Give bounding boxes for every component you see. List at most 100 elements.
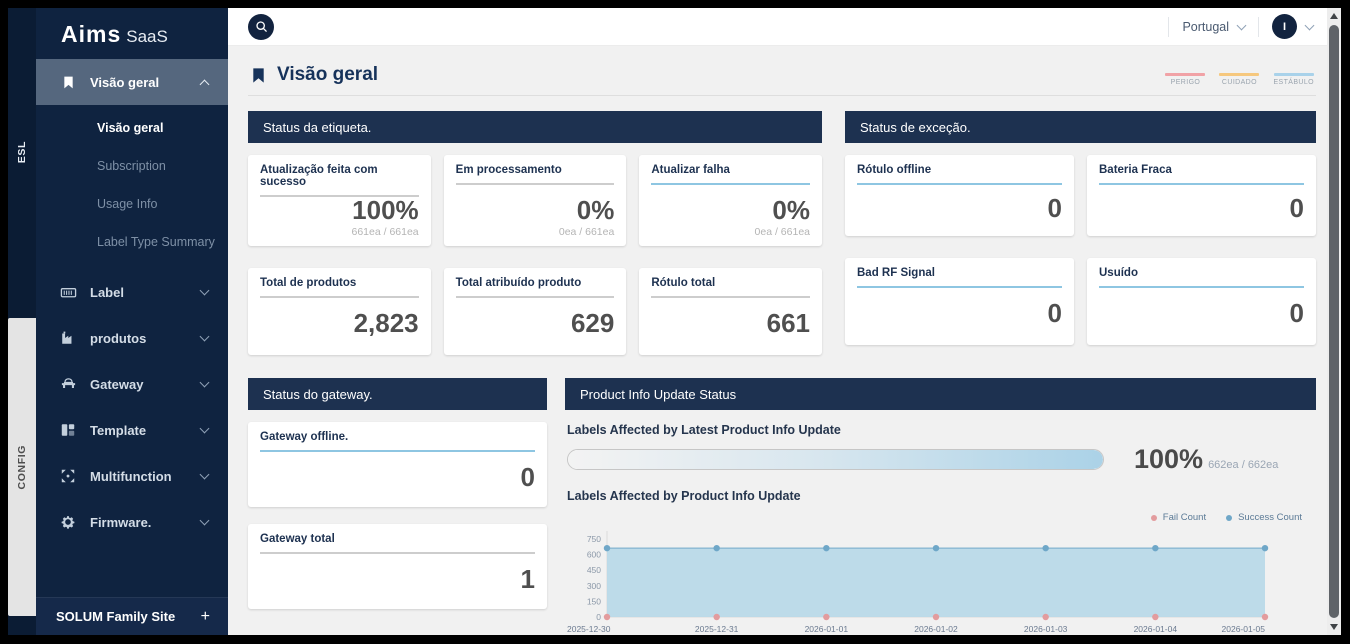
left-rail: ESL CONFIG [8, 8, 36, 635]
scrollbar-down-arrow[interactable] [1327, 620, 1341, 634]
stat-card-title: Atualização feita com sucesso [260, 164, 378, 188]
sidebar-item-produtos[interactable]: produtos [36, 315, 228, 361]
solum-family-site-label: SOLUM Family Site [56, 609, 176, 624]
brand-name: Aims [61, 21, 122, 47]
sidebar-subitem-visao-geral[interactable]: Visão geral [97, 121, 164, 135]
section-label-status: Status da etiqueta. Atualização feita co… [248, 111, 822, 356]
label-icon [59, 283, 77, 301]
progress-bar [567, 449, 1104, 471]
sidebar-subitem-subscription[interactable]: Subscription [97, 159, 166, 173]
svg-text:150: 150 [587, 597, 601, 607]
page-title: Visão geral [250, 64, 378, 86]
scrollbar-up-arrow[interactable] [1327, 9, 1341, 23]
legend-item-estabulo: ESTÁBULO [1273, 73, 1314, 86]
svg-text:2025-12-30: 2025-12-30 [567, 624, 611, 634]
rail-tab-esl[interactable]: ESL [8, 112, 36, 192]
status-legend: PERIGO CUIDADO ESTÁBULO [1165, 73, 1314, 86]
svg-text:2026-01-01: 2026-01-01 [805, 624, 849, 634]
stat-card-value: 0 [1289, 192, 1304, 223]
card-column: Gateway offline. 0 Gateway total 1 [248, 422, 547, 610]
triangle-down-icon [1330, 624, 1338, 630]
app-window: ESL CONFIG Aims SaaS Visão geral [8, 8, 1341, 635]
app-logo[interactable]: Aims SaaS [36, 8, 228, 59]
brand-suffix: SaaS [126, 27, 168, 46]
sidebar-subitem-label-type-summary[interactable]: Label Type Summary [97, 235, 215, 249]
legend-label: PERIGO [1170, 79, 1201, 86]
products-icon [59, 329, 77, 347]
sidebar-subitem-usage-info[interactable]: Usage Info [97, 197, 158, 211]
success-count-dot-icon [1226, 514, 1233, 521]
page-title-text: Visão geral [277, 64, 379, 85]
history-chart-label: Labels Affected by Product Info Update [567, 489, 801, 504]
divider [1258, 16, 1259, 37]
card-row: Rótulo offline 0 Bateria Fraca 0 [845, 155, 1316, 236]
vertical-scrollbar[interactable] [1327, 8, 1341, 635]
sidebar-item-label[interactable]: Label [36, 269, 228, 315]
legend-color-bar [1273, 73, 1314, 76]
triangle-up-icon [1330, 13, 1338, 19]
section-header: Status da etiqueta. [248, 111, 822, 143]
stat-card-divider [455, 296, 615, 299]
bookmark-icon [59, 73, 77, 91]
progress-detail: 662ea / 662ea [1208, 459, 1279, 472]
stat-card-value: 0% [772, 195, 810, 225]
chevron-down-icon [199, 377, 210, 388]
svg-text:450: 450 [587, 565, 601, 575]
stat-card-divider [1099, 286, 1304, 288]
scrollbar-thumb[interactable] [1329, 25, 1339, 618]
stat-card-in-progress: Em processamento 0% 0ea / 661ea [443, 155, 627, 247]
legend-color-bar [1165, 73, 1206, 76]
legend-label: ESTÁBULO [1273, 79, 1314, 86]
sidebar-item-multifunction-text: Multifunction [90, 468, 172, 484]
user-menu[interactable]: I [1272, 14, 1315, 39]
stat-card-total-assigned: Total atribuído produto 629 [443, 268, 627, 356]
stat-card-usuido: Usuído 0 [1087, 258, 1316, 345]
plus-icon: + [200, 607, 210, 625]
stat-card-update-fail: Atualizar falha 0% 0ea / 661ea [639, 155, 822, 247]
solum-family-site-link[interactable]: SOLUM Family Site + [36, 597, 228, 635]
rail-tab-config-label: CONFIG [16, 444, 28, 490]
card-row: Atualização feita com sucesso 100% 661ea… [248, 155, 822, 247]
latest-update-label: Labels Affected by Latest Product Info U… [567, 423, 841, 438]
area-chart: 0 150 300 450 600 750 2025-12-30 2025-12-31 2026… [567, 531, 1269, 634]
progress-percent-value: 100% [1134, 444, 1204, 475]
rail-tab-esl-label: ESL [16, 140, 28, 164]
sidebar-item-template[interactable]: Template [36, 407, 228, 453]
sidebar-item-firmware[interactable]: Firmware. [36, 499, 228, 545]
stat-card-value: 0 [520, 462, 535, 492]
stat-card-subtext: 0ea / 661ea [754, 226, 810, 239]
divider [1168, 16, 1170, 37]
sidebar-item-gateway[interactable]: Gateway [36, 361, 228, 407]
sidebar-submenu: Visão geral Subscription Usage Info Labe… [36, 105, 228, 269]
fail-count-dot-icon [1150, 514, 1157, 521]
region-label: Portugal [1182, 19, 1229, 34]
stat-card-gateway-offline: Gateway offline. 0 [248, 422, 547, 508]
section-header: Product Info Update Status [565, 378, 1316, 411]
legend-label: CUIDADO [1221, 79, 1257, 86]
region-selector[interactable]: Portugal [1182, 19, 1247, 34]
stat-card-divider [651, 296, 810, 299]
chevron-down-icon [1304, 20, 1315, 30]
search-icon [255, 21, 267, 32]
sidebar-item-multifunction[interactable]: Multifunction [36, 453, 228, 499]
svg-text:600: 600 [587, 550, 601, 560]
stat-card-value: 2,823 [353, 308, 419, 338]
sidebar-item-visao-geral[interactable]: Visão geral [36, 59, 228, 105]
progress-percent: 100% 662ea / 662ea [1134, 446, 1278, 473]
stat-card-bad-rf-signal: Bad RF Signal 0 [845, 258, 1074, 345]
sidebar: Aims SaaS Visão geral Visão geral Subscri… [36, 8, 228, 635]
history-chart: Fail Count Success Count 0 150 300 450 600 75… [565, 512, 1316, 635]
legend-color-bar [1219, 73, 1260, 76]
stat-card-divider [857, 183, 1062, 185]
multifunction-icon [59, 467, 77, 485]
chevron-down-icon [199, 515, 210, 526]
legend-success-count: Success Count [1226, 512, 1302, 523]
chevron-down-icon [199, 423, 210, 434]
rail-tab-config[interactable]: CONFIG [8, 318, 36, 616]
stat-card-label-total: Rótulo total 661 [639, 268, 822, 356]
sidebar-item-label-text: Label [90, 284, 124, 300]
legend-fail-count-label: Fail Count [1162, 512, 1207, 524]
progress-fill [568, 450, 1103, 470]
sidebar-item-label: Visão geral [90, 74, 160, 90]
search-button[interactable] [248, 13, 274, 40]
